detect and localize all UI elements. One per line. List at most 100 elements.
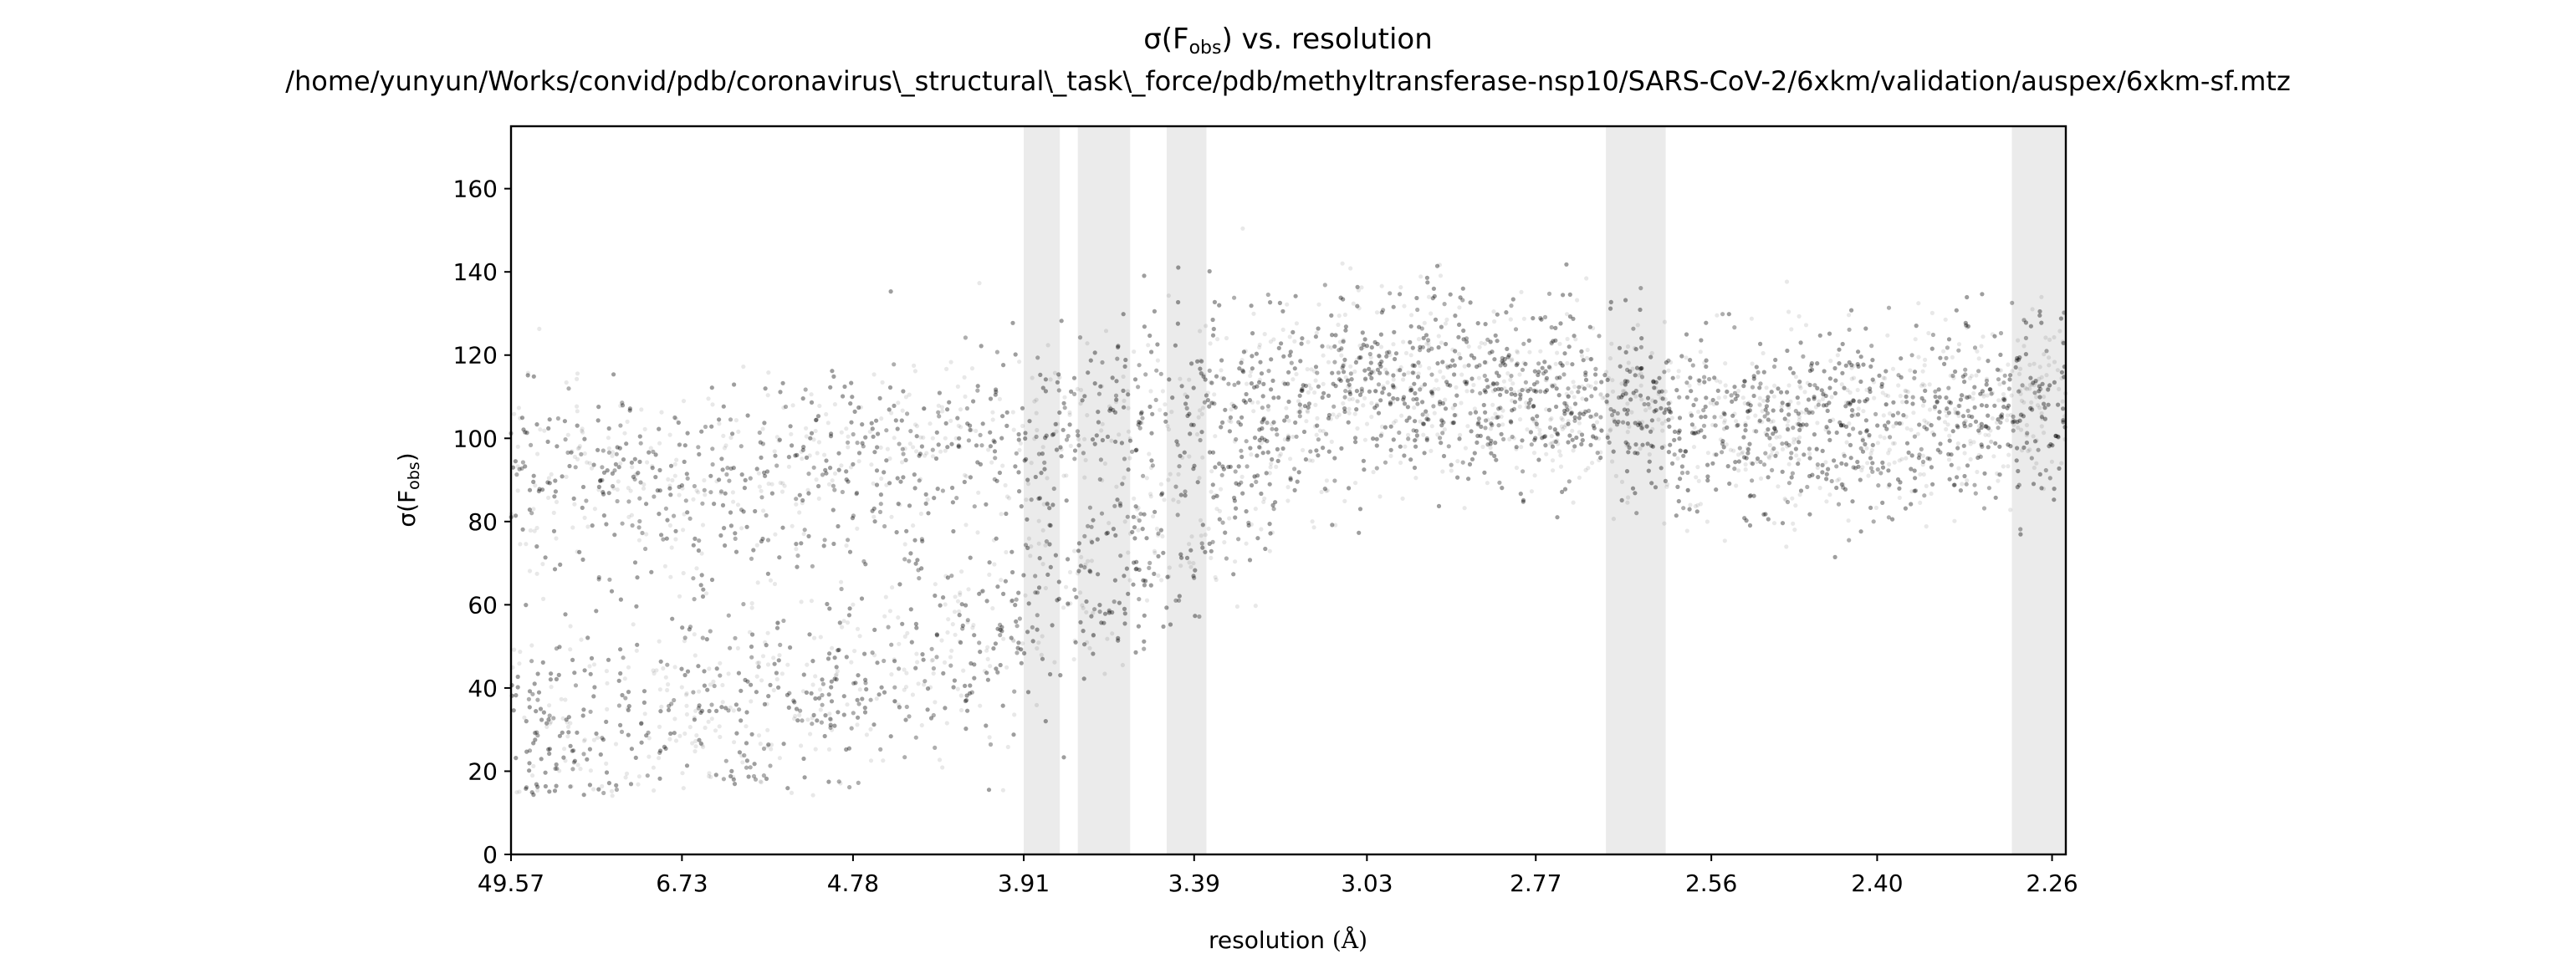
data-point	[1107, 609, 1112, 614]
data-point	[1261, 499, 1266, 505]
data-point	[1341, 338, 1346, 343]
data-point	[575, 762, 580, 767]
data-point	[572, 454, 578, 460]
data-point	[534, 571, 539, 576]
data-point	[864, 732, 869, 737]
data-point	[1600, 395, 1605, 400]
data-point	[1429, 389, 1434, 395]
data-point	[1965, 478, 1970, 483]
data-point	[977, 281, 982, 286]
data-point	[1598, 450, 1603, 455]
data-point	[1564, 312, 1570, 317]
data-point	[999, 578, 1004, 583]
data-point	[710, 402, 715, 407]
data-point	[1956, 342, 1962, 347]
data-point	[693, 744, 698, 749]
data-point	[1921, 472, 1926, 477]
data-point	[1196, 415, 1201, 420]
data-point	[517, 661, 522, 666]
data-point	[1920, 403, 1925, 408]
data-point	[518, 542, 523, 547]
data-point	[1313, 402, 1318, 407]
data-point	[1459, 400, 1464, 405]
data-point	[739, 526, 744, 531]
data-point	[804, 434, 809, 439]
data-point	[1455, 459, 1460, 464]
data-point	[642, 711, 647, 716]
data-point	[990, 410, 995, 415]
data-point	[1057, 375, 1062, 380]
data-point	[889, 410, 894, 416]
data-point	[1922, 383, 1927, 388]
data-point	[672, 461, 677, 467]
data-point	[667, 523, 673, 528]
data-point	[1304, 419, 1309, 424]
data-point	[921, 435, 926, 441]
data-point	[1244, 541, 1249, 546]
data-point	[563, 758, 568, 763]
data-point	[2005, 418, 2010, 423]
data-point	[1613, 473, 1618, 479]
data-point	[630, 465, 635, 470]
data-point	[1306, 339, 1311, 344]
data-point	[1750, 361, 1755, 366]
data-point	[628, 488, 633, 493]
data-point	[1589, 356, 1594, 361]
data-point	[562, 747, 567, 752]
data-point	[775, 620, 780, 625]
data-point	[807, 453, 812, 458]
data-point	[1350, 396, 1355, 401]
data-point	[1166, 293, 1171, 298]
data-point	[1552, 439, 1557, 444]
data-point	[1665, 482, 1670, 487]
data-point	[741, 365, 746, 370]
data-point	[1786, 405, 1791, 410]
data-point	[1480, 444, 1485, 450]
data-point	[693, 738, 698, 744]
data-point	[1786, 309, 1791, 314]
data-point	[1519, 289, 1524, 294]
data-point	[2033, 380, 2038, 385]
data-point	[1317, 428, 1322, 433]
data-point	[1743, 461, 1748, 467]
data-point	[1178, 376, 1183, 381]
data-point	[782, 483, 787, 488]
data-point	[707, 666, 712, 671]
data-point	[1102, 461, 1107, 467]
data-point	[1342, 312, 1347, 318]
data-point	[1952, 406, 1958, 412]
data-point	[1147, 451, 1152, 456]
data-point	[1786, 418, 1791, 424]
data-point	[1328, 416, 1333, 421]
data-point	[815, 451, 820, 456]
data-point	[2034, 461, 2039, 466]
data-point	[1638, 383, 1643, 388]
data-points	[509, 226, 2068, 798]
data-point	[2047, 363, 2052, 368]
data-point	[1693, 503, 1698, 509]
data-point	[774, 676, 779, 682]
data-point	[1777, 434, 1782, 440]
data-point	[1571, 448, 1576, 453]
data-point	[1301, 447, 1306, 453]
data-point	[1202, 372, 1207, 377]
data-point	[1398, 460, 1403, 466]
data-point	[1337, 339, 1342, 344]
data-point	[1369, 415, 1374, 420]
data-point	[1547, 407, 1552, 412]
data-point	[1219, 487, 1224, 492]
data-point	[1427, 344, 1432, 349]
data-point	[1548, 417, 1553, 422]
data-point	[582, 515, 587, 521]
data-point	[1036, 518, 1041, 523]
data-point	[1107, 521, 1112, 526]
data-point	[1438, 369, 1443, 374]
data-point	[1100, 477, 1105, 483]
data-point	[1696, 377, 1701, 383]
data-point	[1396, 368, 1401, 373]
data-point	[830, 478, 835, 483]
data-point	[827, 711, 832, 716]
data-point	[1036, 640, 1041, 645]
data-point	[1381, 384, 1386, 389]
data-point	[1219, 375, 1224, 380]
